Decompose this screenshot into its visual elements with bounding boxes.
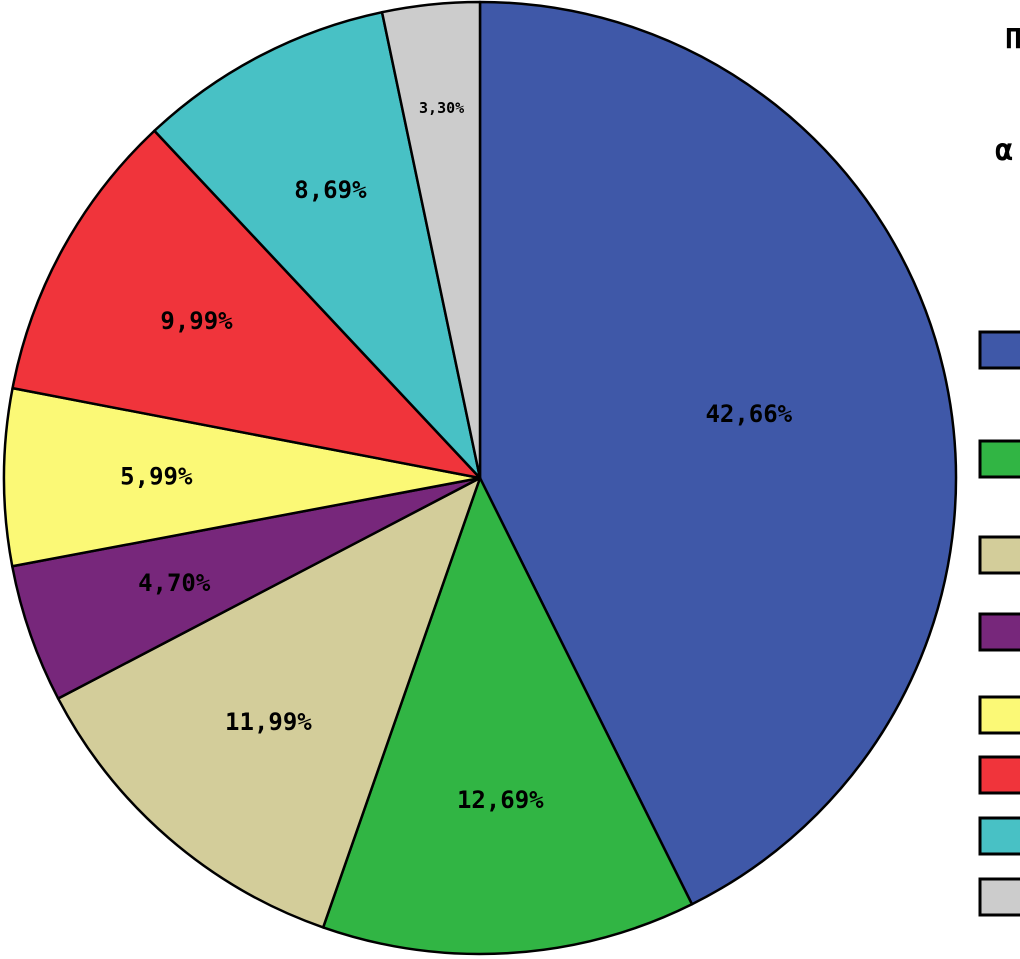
legend-swatch-2 [978,439,1020,479]
pie-slice-2 [321,476,694,956]
slice-label-3: 11,99% [225,708,312,736]
legend-swatch-4 [978,612,1020,652]
legend [978,330,1020,917]
legend-swatch-6 [978,755,1020,795]
slice-label-6: 9,99% [160,307,233,335]
slice-label-8: 3,30% [419,99,464,117]
slice-label-7: 8,69% [294,176,367,204]
pie-slice-5 [2,386,482,568]
legend-swatch-5 [978,695,1020,735]
pie-slice-8 [380,0,482,480]
chart-title-dot: : [1016,103,1020,128]
pie-slice-7 [153,10,482,480]
slice-label-1: 42,66% [705,400,792,428]
legend-swatch-3 [978,535,1020,575]
chart-subtitle: α [995,133,1013,168]
slice-label-2: 12,69% [457,786,544,814]
legend-swatch-7 [978,816,1020,856]
slice-label-4: 4,70% [138,569,211,597]
chart-title-area: Π : α [995,22,1020,168]
legend-swatch-1 [978,330,1020,370]
legend-swatch-8 [978,877,1020,917]
pie-slice-1 [478,0,958,906]
slice-label-5: 5,99% [120,462,193,490]
pie-labels: 42,66% 12,69% 11,99% 4,70% 5,99% 9,99% 8,69% 3,… [120,99,793,814]
pie-slice-6 [11,129,482,480]
pie-slice-3 [56,476,482,929]
chart-title: Π [1005,22,1020,55]
pie-slices [2,0,958,956]
